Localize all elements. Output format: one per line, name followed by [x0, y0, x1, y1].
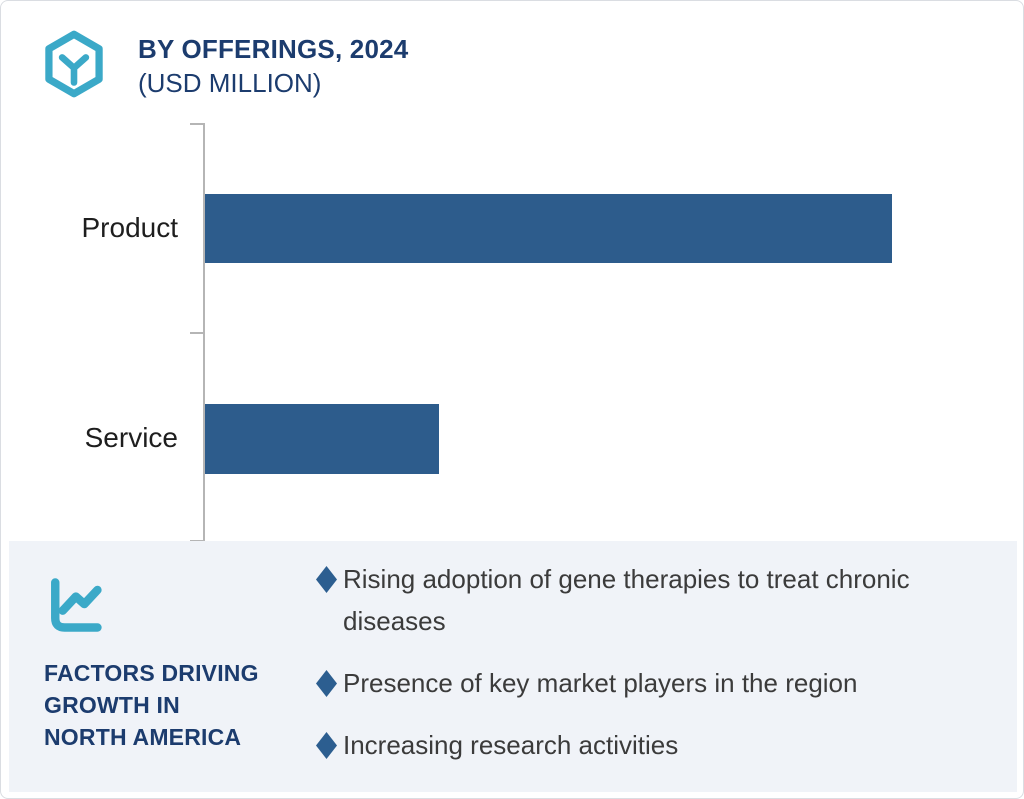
- bar-service: [205, 404, 439, 474]
- list-item: Presence of key market players in the re…: [316, 662, 996, 704]
- bullet-text: Rising adoption of gene therapies to tre…: [343, 564, 910, 636]
- chart-title: BY OFFERINGS, 2024: [138, 34, 409, 64]
- bullet-text: Increasing research activities: [343, 730, 679, 760]
- axis-tick: [190, 123, 204, 125]
- list-item: Rising adoption of gene therapies to tre…: [316, 558, 996, 642]
- category-label-service: Service: [84, 422, 178, 453]
- axis-tick: [190, 332, 204, 334]
- factors-bullet-list: Rising adoption of gene therapies to tre…: [316, 558, 996, 766]
- chart-title-block: BY OFFERINGS, 2024 (USD MILLION): [138, 32, 408, 100]
- bar-product: [205, 194, 892, 263]
- factors-heading-line: NORTH AMERICA: [44, 724, 242, 750]
- bullet-text: Presence of key market players in the re…: [343, 668, 858, 698]
- diamond-bullet-icon: [316, 566, 337, 593]
- factors-heading: FACTORS DRIVING GROWTH IN NORTH AMERICA: [44, 657, 259, 753]
- factors-heading-line: FACTORS DRIVING: [44, 660, 259, 686]
- diamond-bullet-icon: [316, 670, 337, 697]
- factors-heading-line: GROWTH IN: [44, 692, 180, 718]
- chart-subtitle: (USD MILLION): [138, 68, 322, 98]
- hexagon-y-logo-icon: [45, 30, 103, 98]
- diamond-bullet-icon: [316, 732, 337, 759]
- list-item: Increasing research activities: [316, 724, 996, 766]
- category-label-product: Product: [81, 212, 179, 243]
- line-chart-icon: [51, 578, 102, 632]
- category-axis-line: [203, 123, 205, 542]
- factors-panel: FACTORS DRIVING GROWTH IN NORTH AMERICA …: [9, 541, 1017, 792]
